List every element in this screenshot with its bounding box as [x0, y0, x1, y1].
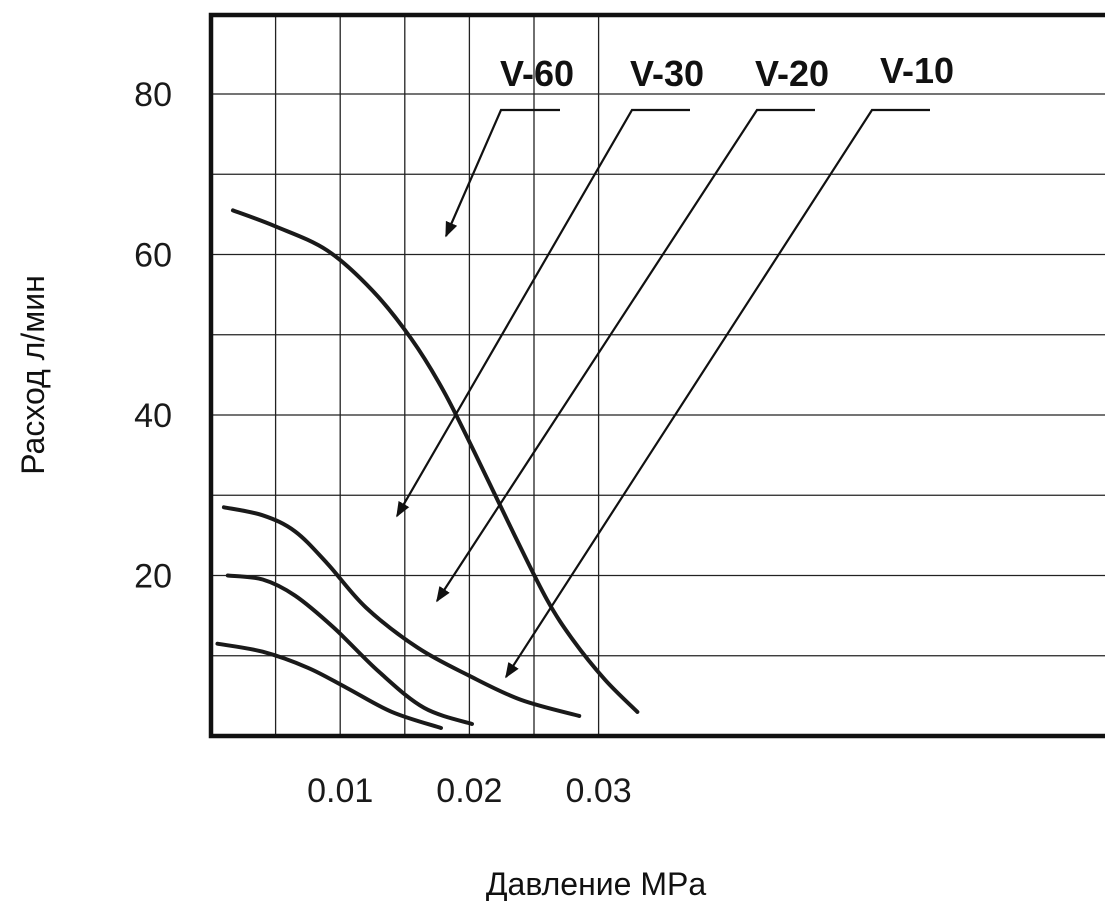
series-line-v-60 — [233, 210, 637, 712]
pointer-arrow-v-10 — [506, 110, 930, 677]
y-tick-label: 60 — [134, 237, 172, 275]
plot-border — [211, 15, 1105, 736]
y-tick-label: 80 — [134, 76, 172, 114]
plot-frame — [211, 15, 1105, 736]
y-tick-label: 40 — [134, 397, 172, 435]
x-axis-label: Давление MPa — [486, 866, 706, 901]
series-label-v-20: V-20 — [755, 53, 829, 94]
y-axis-label: Расход л/мин — [15, 275, 51, 474]
label-arrows — [397, 110, 930, 677]
pointer-arrow-v-60 — [446, 110, 560, 236]
series-label-v-60: V-60 — [500, 53, 574, 94]
series-line-v-20 — [228, 576, 472, 724]
pointer-arrow-v-30 — [397, 110, 690, 516]
x-tick-label: 0.01 — [307, 772, 373, 810]
series-label-v-10: V-10 — [880, 50, 954, 91]
x-tick-label: 0.03 — [566, 772, 632, 810]
series-line-v-30 — [224, 507, 579, 716]
pointer-arrow-v-20 — [437, 110, 815, 601]
series-curves — [217, 210, 637, 728]
grid — [211, 15, 1105, 736]
series-labels: V-60 V-30 V-20 V-10 — [500, 50, 954, 94]
y-tick-label: 20 — [134, 558, 172, 596]
series-label-v-30: V-30 — [630, 53, 704, 94]
x-tick-label: 0.02 — [436, 772, 502, 810]
